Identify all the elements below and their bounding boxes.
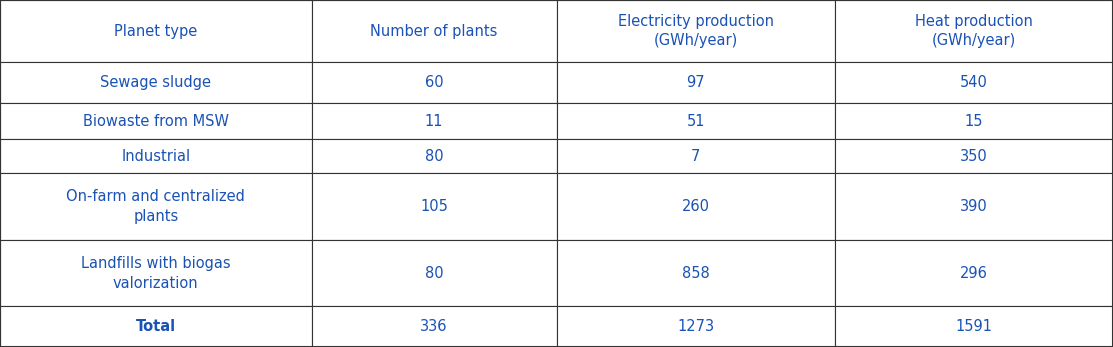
Bar [312, 62, 556, 103]
Text: 1273: 1273 [677, 319, 715, 334]
Text: 7: 7 [691, 149, 700, 164]
Text: 858: 858 [682, 265, 709, 281]
Bar [835, 103, 1113, 139]
Bar [835, 139, 1113, 174]
Bar [556, 139, 835, 174]
Bar [556, 103, 835, 139]
Bar [0, 306, 312, 347]
Text: Electricity production
(GWh/year): Electricity production (GWh/year) [618, 14, 774, 49]
Text: 97: 97 [687, 75, 705, 90]
Text: 296: 296 [959, 265, 988, 281]
Bar [835, 62, 1113, 103]
Text: 80: 80 [425, 149, 443, 164]
Text: Sewage sludge: Sewage sludge [100, 75, 211, 90]
Bar [0, 240, 312, 306]
Text: 540: 540 [959, 75, 988, 90]
Text: 11: 11 [425, 113, 443, 128]
Text: 390: 390 [961, 199, 987, 214]
Text: Landfills with biogas
valorization: Landfills with biogas valorization [81, 256, 230, 290]
Bar [0, 62, 312, 103]
Bar [556, 0, 835, 62]
Text: 350: 350 [961, 149, 987, 164]
Bar [312, 103, 556, 139]
Text: Biowaste from MSW: Biowaste from MSW [82, 113, 229, 128]
Bar [556, 306, 835, 347]
Bar [556, 174, 835, 240]
Text: Number of plants: Number of plants [371, 24, 498, 39]
Bar [556, 62, 835, 103]
Text: 60: 60 [425, 75, 443, 90]
Text: Heat production
(GWh/year): Heat production (GWh/year) [915, 14, 1033, 49]
Bar [0, 0, 312, 62]
Bar [556, 240, 835, 306]
Bar [312, 174, 556, 240]
Bar [312, 139, 556, 174]
Text: 1591: 1591 [955, 319, 993, 334]
Text: Total: Total [136, 319, 176, 334]
Bar [312, 0, 556, 62]
Bar [835, 174, 1113, 240]
Bar [0, 103, 312, 139]
Text: 15: 15 [965, 113, 983, 128]
Bar [312, 306, 556, 347]
Bar [835, 306, 1113, 347]
Text: 105: 105 [420, 199, 449, 214]
Text: 51: 51 [687, 113, 705, 128]
Text: 260: 260 [681, 199, 710, 214]
Bar [835, 240, 1113, 306]
Bar [0, 174, 312, 240]
Text: On-farm and centralized
plants: On-farm and centralized plants [67, 189, 245, 224]
Text: Industrial: Industrial [121, 149, 190, 164]
Text: Planet type: Planet type [115, 24, 197, 39]
Text: 80: 80 [425, 265, 443, 281]
Bar [0, 139, 312, 174]
Bar [835, 0, 1113, 62]
Bar [312, 240, 556, 306]
Text: 336: 336 [421, 319, 447, 334]
